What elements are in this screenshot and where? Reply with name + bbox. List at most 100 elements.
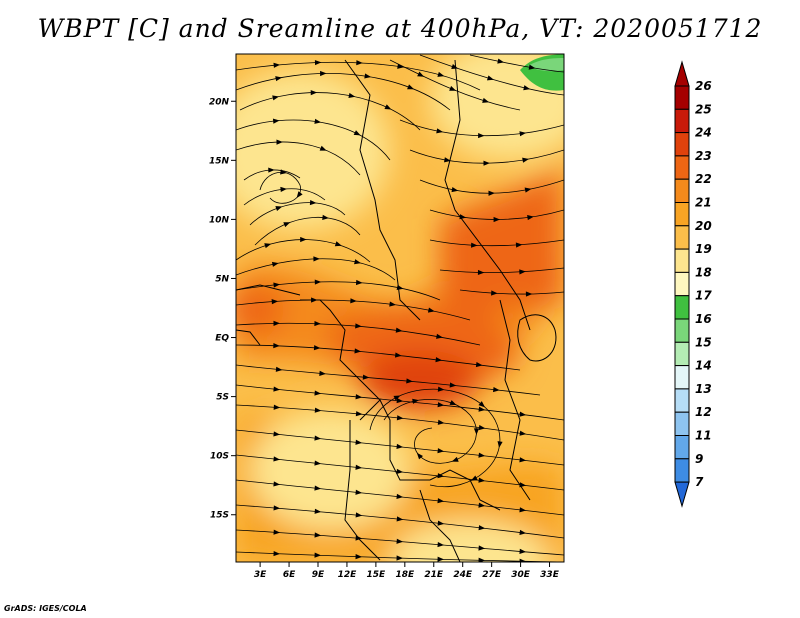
longitude-axis: 3E 6E 9E 12E 15E 18E 21E 24E 27E 30E 33E [254,562,560,580]
colorbar-label: 14 [695,359,712,373]
streamline-arrow [272,95,280,101]
streamline-arrow [497,58,505,64]
streamline-arrow [396,415,404,421]
streamline-arrow [355,323,362,329]
streamline-arrow [436,128,444,134]
lon-tick-label: 15E [367,570,387,580]
streamline-arrow [356,60,363,66]
streamline-arrow [355,554,363,560]
streamline-arrow [427,307,435,313]
streamline-arrow [280,169,287,175]
streamline-arrow [524,187,532,193]
streamline-arrow [396,555,404,561]
streamline-arrow [497,441,503,448]
streamline-arrow [314,320,321,327]
streamline-arrow [353,130,361,136]
streamline-arrow [354,348,362,354]
lat-tick-label: 10N [209,215,230,225]
streamline-arrow [436,333,443,339]
colorbar-swatch [674,178,690,203]
lat-tick-label: EQ [215,334,229,344]
colorbar-bottom-arrow [674,481,690,508]
lon-tick-label: 6E [283,570,296,580]
lat-tick-label: 10S [210,452,229,462]
streamline-arrow [478,424,486,431]
colorbar-swatch [674,458,690,483]
streamline-arrow [389,301,397,307]
color-bar: 26 25 24 23 22 21 20 19 18 17 16 15 14 13 12 11 9 7 [674,60,712,508]
colorbar-swatch [674,295,690,320]
colorbar-label: 15 [695,335,712,349]
streamline-arrow [355,439,363,445]
streamline-arrow [271,261,279,267]
lon-tick-label: 12E [338,570,358,580]
streamline-arrow [264,243,272,249]
colorbar-label: 18 [695,265,712,279]
streamline-arrow [519,529,527,536]
streamline-arrow [437,542,445,548]
colorbar-label: 22 [695,172,712,186]
lon-tick-label: 9E [312,570,325,580]
colorbar-swatch [674,435,690,460]
streamline-arrow [319,145,327,151]
streamline-arrow [437,448,445,454]
streamline-arrow [449,382,457,388]
streamline-arrow [314,279,322,285]
lon-tick-label: 27E [482,570,502,580]
colorbar-swatch [674,225,690,250]
streamline-arrow [283,222,291,228]
streamline-arrow [355,394,363,400]
streamline-arrow [519,558,527,562]
streamline-arrow [449,400,457,405]
streamline-arrow [314,407,322,413]
streamline-arrow [350,298,357,304]
streamline-arrow [483,160,490,166]
colorbar-swatch [674,411,690,437]
streamline-arrow [275,206,283,211]
streamline-arrow [519,548,527,554]
streamline-arrow [273,481,281,487]
streamline-arrow [444,157,451,163]
streamline-arrow [296,191,303,199]
streamline-arrow [355,489,363,495]
streamline-arrow [478,406,486,412]
streamline-arrow [313,256,320,262]
streamline-arrow [437,520,445,526]
streamline-arrow [275,76,283,82]
streamline-arrow [488,190,495,196]
streamline-arrow [319,370,326,376]
streamline-arrow [273,62,281,68]
streamline-arrow [309,199,317,206]
streamline-arrow [525,291,533,297]
colorbar-swatch [674,85,690,110]
streamline-arrow [396,516,404,522]
streamline-arrow [355,464,363,470]
streamline-arrow [473,428,480,435]
colorbar-swatch [674,365,690,390]
streamline-arrow [395,327,403,333]
streamline-arrow [416,452,423,460]
lon-tick-label: 18E [395,570,415,580]
streamline-arrow [273,431,281,437]
lon-tick-label: 33E [540,570,560,580]
colorbar-label: 19 [695,242,712,256]
streamline-arrow [384,104,392,110]
streamline-arrow [268,167,275,173]
streamline-arrow [354,259,361,265]
streamline-arrow [396,468,404,475]
colorbar-swatch [674,341,690,367]
streamline-arrow [437,498,445,504]
colorbar-label: 16 [695,312,712,326]
streamline-arrow [273,282,281,288]
streamline-arrow [355,279,363,286]
colorbar-label: 11 [695,429,712,443]
lat-tick-label: 20N [209,97,230,107]
streamline-arrow [364,73,372,79]
lon-tick-label: 3E [254,570,267,580]
streamline-arrow [313,345,321,351]
streamline-arrow [519,457,527,463]
streamline-arrow [314,460,322,466]
streamline-arrow [396,493,404,500]
streamline-arrow [280,186,288,193]
streamline-arrow [362,374,370,380]
